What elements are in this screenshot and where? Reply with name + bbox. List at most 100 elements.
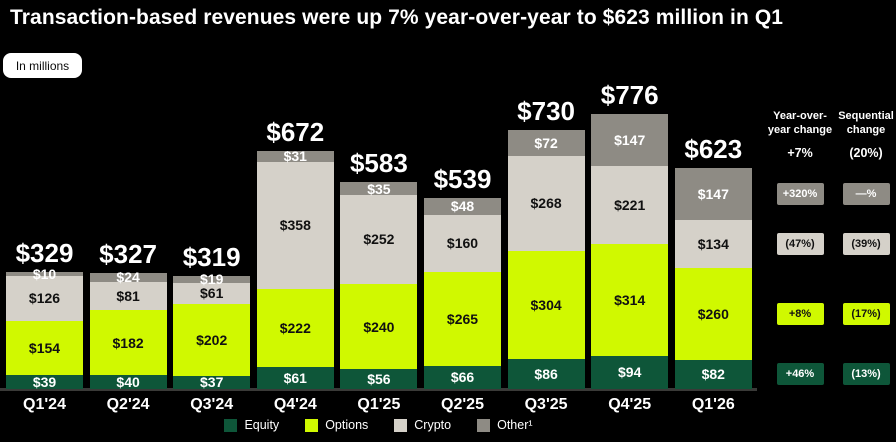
segment-value-label: $35	[367, 180, 391, 197]
bar-total-label: $319	[182, 241, 241, 272]
bar-segment-other: $19	[173, 272, 251, 286]
bar-segment-other: $31	[256, 148, 334, 165]
segment-value-label: $48	[450, 198, 475, 215]
legend-item-crypto: Crypto	[394, 418, 451, 432]
segment-value-label: $221	[614, 197, 646, 214]
change-badge-other: +320%	[776, 183, 824, 206]
bar-segment-crypto: $134	[674, 220, 752, 268]
change-badge-other: —%	[842, 183, 890, 206]
bar-segment-other: $147	[591, 113, 669, 167]
segment-value-label: $94	[618, 364, 642, 381]
segment-value-label: $304	[530, 296, 562, 313]
bar-total-label: $730	[517, 96, 576, 127]
bar-segment-options: $265	[424, 271, 501, 366]
page-title: Transaction-based revenues were up 7% ye…	[10, 6, 784, 29]
segment-value-label: $10	[32, 266, 57, 283]
bar-segment-equity: $61	[256, 367, 334, 389]
segment-value-label: $40	[116, 373, 140, 390]
bar-segment-options: $182	[89, 310, 167, 375]
chart-legend: Equity Options Crypto Other¹	[0, 418, 757, 432]
x-axis-label: Q3'25	[524, 396, 568, 413]
segment-value-label: $82	[701, 366, 725, 383]
segment-value-label: $134	[697, 236, 729, 253]
legend-label: Equity	[244, 418, 280, 432]
bar-total-label: $329	[15, 238, 74, 269]
bar-segment-options: $202	[173, 304, 251, 376]
segment-value-label: $252	[363, 231, 395, 248]
legend-swatch-crypto	[394, 418, 408, 432]
legend-swatch-other	[477, 418, 491, 432]
x-axis-label: Q2'25	[441, 396, 484, 413]
x-axis-label: Q1'26	[691, 396, 735, 413]
change-total-value: (20%)	[849, 146, 883, 160]
segment-value-label: $24	[116, 269, 140, 286]
x-axis-label: Q4'25	[608, 396, 652, 413]
segment-value-label: $147	[614, 132, 646, 149]
legend-item-options: Options	[305, 418, 368, 432]
x-axis-label: Q4'24	[273, 396, 317, 413]
x-axis-label: Q3'24	[190, 396, 234, 413]
bar-segment-other: $48	[424, 197, 501, 215]
legend-swatch-equity	[224, 418, 238, 432]
bar-segment-other: $72	[507, 130, 585, 156]
bar-segment-crypto: $358	[256, 161, 334, 289]
segment-value-label: $222	[279, 320, 311, 337]
bar-segment-other: $147	[674, 168, 752, 221]
change-badge-equity: +46%	[776, 363, 824, 386]
legend-label: Other¹	[497, 418, 533, 432]
bar-segment-equity: $56	[340, 369, 418, 389]
bar-segment-crypto: $268	[507, 155, 585, 251]
change-badge-crypto: (39%)	[842, 233, 890, 256]
bar-segment-equity: $40	[89, 373, 167, 390]
segment-value-label: $31	[283, 148, 307, 165]
bar-segment-equity: $39	[6, 375, 83, 389]
bar-total-label: $776	[600, 79, 659, 110]
x-axis-label: Q1'25	[357, 396, 401, 413]
bar-segment-crypto: $252	[340, 194, 418, 285]
bar-total-label: $623	[684, 134, 743, 165]
change-badge-crypto: (47%)	[776, 233, 824, 256]
units-badge: In millions	[3, 53, 82, 78]
bar-segment-equity: $94	[591, 355, 669, 389]
bar-segment-crypto: $160	[424, 214, 501, 272]
bar-total-label: $539	[433, 163, 492, 194]
segment-value-label: $86	[534, 365, 558, 382]
x-axis-label: Q1'24	[23, 396, 66, 413]
segment-value-label: $240	[363, 318, 395, 335]
bar-segment-options: $314	[591, 244, 669, 356]
segment-value-label: $56	[367, 371, 391, 388]
segment-value-label: $358	[279, 217, 311, 234]
bar-segment-crypto: $126	[6, 275, 83, 321]
segment-value-label: $160	[446, 235, 479, 252]
bar-segment-options: $240	[340, 284, 418, 370]
segment-value-label: $66	[450, 369, 475, 386]
units-badge-label: In millions	[15, 58, 70, 73]
x-axis-label: Q2'24	[106, 396, 150, 413]
legend-item-equity: Equity	[224, 418, 279, 432]
segment-value-label: $268	[530, 195, 562, 212]
segment-value-label: $154	[28, 339, 61, 356]
segment-value-label: $182	[112, 334, 144, 351]
change-total-value: +7%	[787, 146, 813, 160]
segment-value-label: $19	[200, 271, 224, 288]
legend-item-other: Other¹	[477, 418, 533, 432]
segment-value-label: $202	[196, 332, 228, 349]
bar-segment-equity: $66	[424, 365, 501, 389]
x-axis-baseline	[0, 388, 757, 391]
bar-segment-other: $24	[89, 269, 167, 286]
bar-segment-equity: $82	[674, 359, 752, 389]
segment-value-label: $61	[283, 370, 307, 387]
change-badge-options: (17%)	[842, 302, 890, 325]
bar-segment-crypto: $81	[89, 281, 167, 311]
legend-label: Crypto	[414, 418, 452, 432]
segment-value-label: $39	[32, 374, 57, 391]
segment-value-label: $61	[200, 285, 224, 302]
bar-segment-equity: $37	[173, 375, 251, 389]
segment-value-label: $72	[534, 135, 558, 152]
change-badge-options: +8%	[776, 302, 824, 325]
segment-value-label: $126	[28, 290, 61, 307]
legend-swatch-options	[305, 418, 319, 432]
change-badge-equity: (13%)	[842, 363, 890, 386]
bar-segment-other: $35	[340, 180, 418, 197]
